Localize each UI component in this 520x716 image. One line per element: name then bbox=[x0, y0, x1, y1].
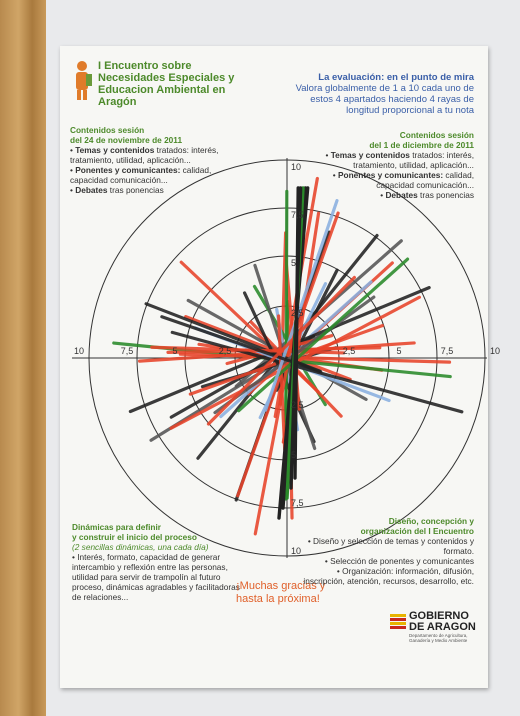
dynamics-heading: Dinámicas para definir bbox=[72, 522, 250, 532]
scale-label: 5 bbox=[291, 258, 296, 268]
evaluation-heading: La evaluación: en el punto de mira bbox=[282, 72, 474, 83]
item-bold: Ponentes y comunicantes: bbox=[75, 165, 180, 175]
organization-item: • Selección de ponentes y comunicantes bbox=[300, 556, 474, 566]
dynamics-text: • Interés, formato, capacidad de generar… bbox=[72, 552, 250, 602]
photo: 2,52,52,52,555557,57,57,57,510101010 I E… bbox=[0, 0, 520, 716]
logo-name: DE ARAGON bbox=[409, 622, 489, 633]
evaluation-block: La evaluación: en el punto de mira Valor… bbox=[282, 72, 474, 116]
item-text: tras ponencias bbox=[418, 190, 474, 200]
thanks-line: hasta la próxima! bbox=[236, 593, 346, 606]
item-text: tras ponencias bbox=[108, 185, 164, 195]
logo-department: Departamento de Agricultura, Ganadería y… bbox=[409, 633, 469, 643]
session-item: • Debates tras ponencias bbox=[70, 185, 238, 195]
scale-label: 5 bbox=[172, 346, 177, 356]
figure-icon bbox=[76, 61, 92, 100]
item-bold: Debates bbox=[75, 185, 107, 195]
item-bold: Temas y contenidos bbox=[75, 145, 154, 155]
organization-item: • Diseño y selección de temas y contenid… bbox=[300, 536, 474, 556]
session-heading: del 24 de noviembre de 2011 bbox=[70, 135, 238, 145]
session-item: • Ponentes y comunicantes: calidad, capa… bbox=[318, 170, 474, 190]
scale-label: 7,5 bbox=[291, 498, 304, 508]
session-item: • Debates tras ponencias bbox=[318, 190, 474, 200]
scale-label: 2,5 bbox=[291, 400, 304, 410]
scale-label: 5 bbox=[396, 346, 401, 356]
title-line: I Encuentro sobre bbox=[98, 60, 288, 72]
session-heading: Contenidos sesión bbox=[70, 125, 238, 135]
session1-block: Contenidos sesión del 24 de noviembre de… bbox=[70, 125, 238, 195]
organization-heading: organización del I Encuentro bbox=[300, 526, 474, 536]
scale-label: 5 bbox=[291, 450, 296, 460]
session-item: • Ponentes y comunicantes: calidad, capa… bbox=[70, 165, 238, 185]
title-line: Necesidades Especiales y bbox=[98, 72, 288, 84]
dynamics-block: Dinámicas para definir y construir el in… bbox=[72, 522, 250, 602]
scale-label: 7,5 bbox=[121, 346, 134, 356]
item-bold: Debates bbox=[385, 190, 417, 200]
evaluation-text: Valora globalmente de 1 a 10 cada uno de… bbox=[282, 83, 474, 116]
scale-label: 2,5 bbox=[343, 346, 356, 356]
organization-item: • Organización: información, difusión, i… bbox=[300, 566, 474, 586]
scale-label: 7,5 bbox=[291, 210, 304, 220]
scale-label: 7,5 bbox=[441, 346, 454, 356]
poster-title: I Encuentro sobre Necesidades Especiales… bbox=[98, 60, 288, 108]
scale-label: 2,5 bbox=[291, 308, 304, 318]
organization-block: Diseño, concepción y organización del I … bbox=[300, 516, 474, 586]
session-item: • Temas y contenidos tratados: interés, … bbox=[318, 150, 474, 170]
organization-heading: Diseño, concepción y bbox=[300, 516, 474, 526]
scale-label: 10 bbox=[490, 346, 500, 356]
title-line: Aragón bbox=[98, 96, 288, 108]
session-item: • Temas y contenidos tratados: interés, … bbox=[70, 145, 238, 165]
scale-label: 10 bbox=[291, 162, 301, 172]
session-heading: del 1 de diciembre de 2011 bbox=[318, 140, 474, 150]
dynamics-note: (2 sencillas dinámicas, una cada día) bbox=[72, 542, 250, 552]
scale-label: 10 bbox=[74, 346, 84, 356]
session2-block: Contenidos sesión del 1 de diciembre de … bbox=[318, 130, 474, 200]
logo: GOBIERNO DE ARAGON Departamento de Agric… bbox=[409, 611, 489, 643]
item-bold: Ponentes y comunicantes: bbox=[338, 170, 443, 180]
scale-label: 2,5 bbox=[219, 346, 232, 356]
vote-stroke bbox=[295, 188, 298, 478]
dynamics-heading: y construir el inicio del proceso bbox=[72, 532, 250, 542]
title-line: Educacion Ambiental en bbox=[98, 84, 288, 96]
logo-mark bbox=[390, 614, 406, 629]
item-bold: Temas y contenidos bbox=[331, 150, 410, 160]
session-heading: Contenidos sesión bbox=[318, 130, 474, 140]
